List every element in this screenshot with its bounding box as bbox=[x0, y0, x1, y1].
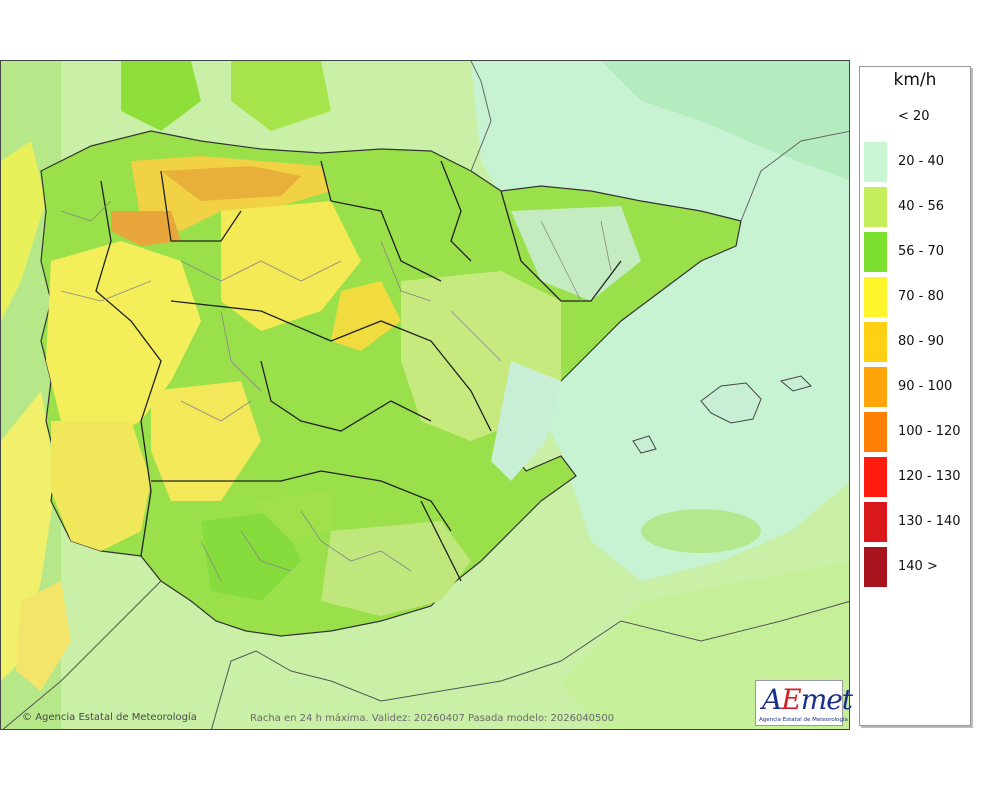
logo-subtitle: Agencia Estatal de Meteorología bbox=[759, 717, 848, 723]
map-canvas bbox=[1, 61, 849, 729]
legend-label: 40 - 56 bbox=[898, 199, 945, 214]
atlantic-patch-3 bbox=[16, 581, 71, 691]
valencia-coast-zone bbox=[491, 361, 561, 481]
menorca-island bbox=[779, 375, 812, 392]
map-credit: © Agencia Estatal de Meteorología bbox=[22, 712, 197, 723]
legend-label: 100 - 120 bbox=[898, 424, 961, 439]
legend-swatch bbox=[864, 502, 887, 542]
legend-unit: km/h bbox=[893, 70, 937, 90]
ibiza-island bbox=[632, 435, 657, 454]
wind-speed-legend: km/h < 20 20 - 40 40 - 56 56 - 70 70 - 80 80 … bbox=[859, 66, 971, 726]
atlantic-patch-2 bbox=[1, 391, 56, 681]
legend-label: 20 - 40 bbox=[898, 154, 945, 169]
andalusia-west-zone bbox=[201, 511, 301, 601]
legend-swatch bbox=[864, 322, 887, 362]
mallorca-island bbox=[700, 382, 762, 424]
portugal-south-zone bbox=[51, 421, 151, 551]
legend-item: 40 - 56 bbox=[860, 187, 970, 232]
credit-text: Agencia Estatal de Meteorología bbox=[35, 712, 197, 723]
legend-item: 140 > bbox=[860, 547, 970, 592]
legend-label: 140 > bbox=[898, 559, 938, 574]
castilla-leon-zone bbox=[221, 201, 361, 331]
cantabrian-peak-zone bbox=[161, 166, 301, 201]
logo-wordmark: AEmet bbox=[762, 683, 853, 716]
extremadura-zone bbox=[151, 381, 261, 501]
legend-item: 56 - 70 bbox=[860, 232, 970, 277]
leon-peak-zone bbox=[111, 211, 181, 246]
legend-swatch bbox=[864, 412, 887, 452]
legend-item: 70 - 80 bbox=[860, 277, 970, 322]
france-coastline bbox=[470, 61, 492, 172]
atlantic-patch-1 bbox=[1, 141, 46, 321]
legend-item: 100 - 120 bbox=[860, 412, 970, 457]
gulf-of-lion-coastline bbox=[740, 130, 849, 222]
biscay-patch-2 bbox=[231, 61, 331, 131]
wind-gust-map[interactable] bbox=[0, 60, 850, 730]
biscay-patch-1 bbox=[121, 61, 201, 131]
legend-item: 20 - 40 bbox=[860, 142, 970, 187]
legend-label: 70 - 80 bbox=[898, 289, 945, 304]
legend-label: 80 - 90 bbox=[898, 334, 945, 349]
portugal-coastline-south bbox=[2, 580, 162, 729]
legend-item: < 20 bbox=[860, 97, 970, 142]
legend-swatch bbox=[864, 187, 887, 227]
legend-swatch bbox=[864, 367, 887, 407]
legend-label: < 20 bbox=[898, 109, 930, 124]
balearic-sea-patch bbox=[641, 509, 761, 553]
andalusia-east-zone bbox=[321, 521, 471, 616]
legend-swatch bbox=[864, 142, 887, 182]
north-africa-coastline bbox=[211, 601, 849, 729]
legend-swatch bbox=[864, 457, 887, 497]
legend-swatch bbox=[864, 232, 887, 272]
province-borders bbox=[60, 200, 612, 582]
legend-swatch bbox=[864, 277, 887, 317]
legend-label: 130 - 140 bbox=[898, 514, 961, 529]
copyright-icon: © bbox=[22, 712, 32, 723]
legend-label: 90 - 100 bbox=[898, 379, 953, 394]
sierra-morena-zone bbox=[251, 491, 331, 541]
legend-item: 120 - 130 bbox=[860, 457, 970, 502]
aemet-logo: AEmet Agencia Estatal de Meteorología bbox=[755, 680, 853, 726]
gulf-of-lion-zone bbox=[601, 61, 849, 181]
legend-item: 90 - 100 bbox=[860, 367, 970, 412]
map-caption: Racha en 24 h máxima. Validez: 20260407 … bbox=[250, 713, 615, 724]
legend-label: 120 - 130 bbox=[898, 469, 961, 484]
legend-item: 80 - 90 bbox=[860, 322, 970, 367]
autonomous-community-borders bbox=[95, 160, 622, 582]
legend-swatch bbox=[864, 97, 887, 137]
legend-label: 56 - 70 bbox=[898, 244, 945, 259]
legend-swatch bbox=[864, 547, 887, 587]
legend-item: 130 - 140 bbox=[860, 502, 970, 547]
